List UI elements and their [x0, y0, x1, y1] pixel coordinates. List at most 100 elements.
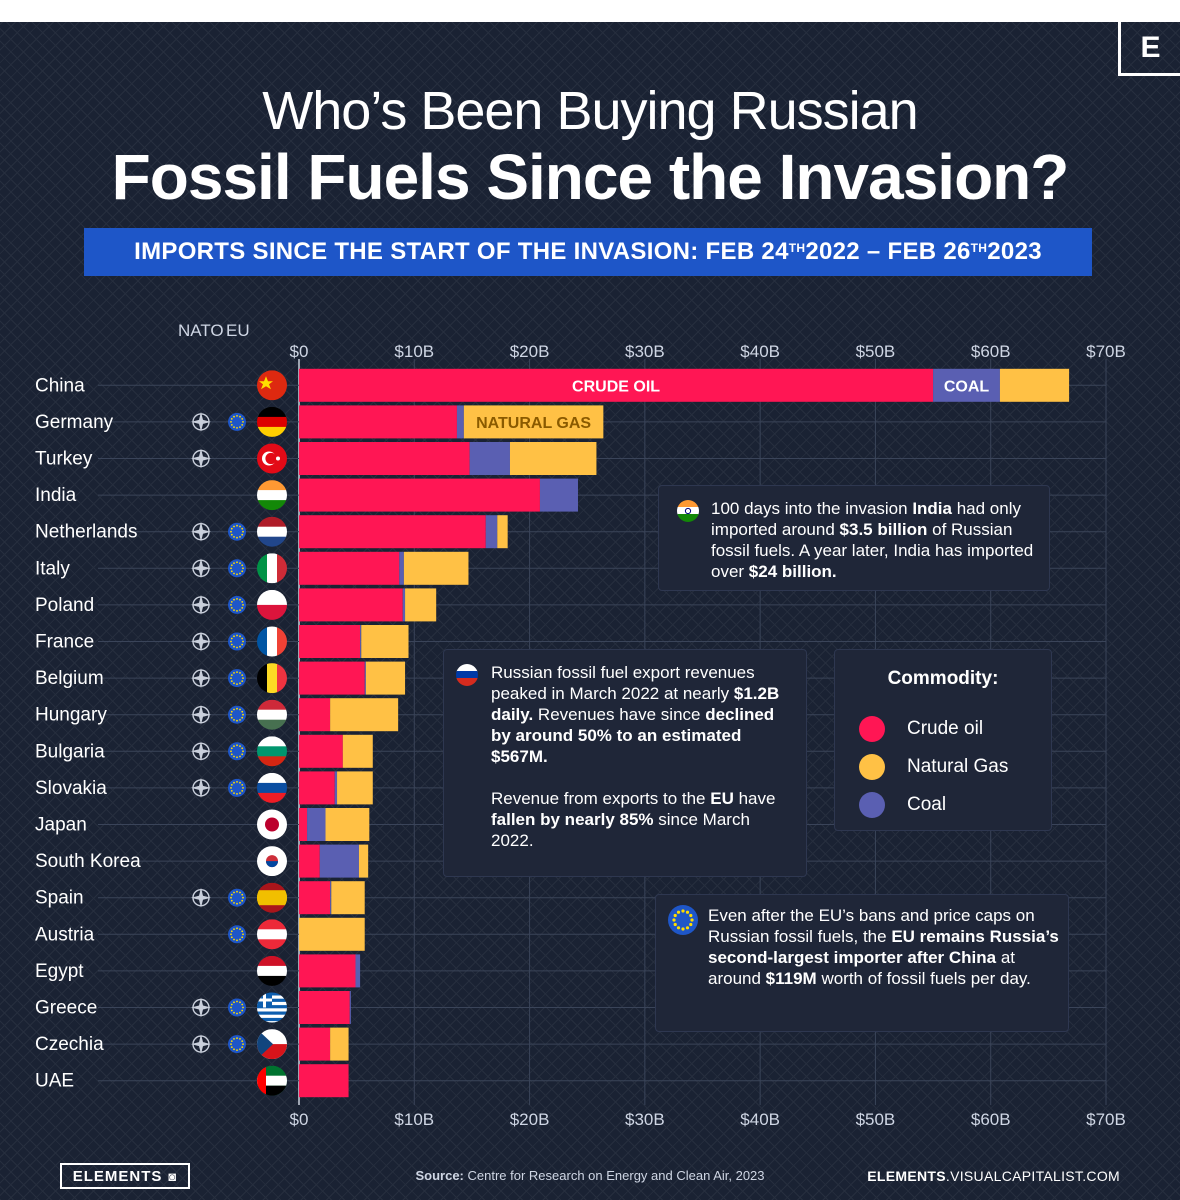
nato-icon [191, 448, 211, 469]
russia-flag-icon [456, 664, 478, 686]
category-label: Belgium [35, 668, 104, 689]
subtitle-text: IMPORTS SINCE THE START OF THE INVASION:… [134, 238, 789, 265]
bar-coal [539, 478, 578, 512]
flag-icon [257, 992, 287, 1023]
nato-icon [191, 631, 211, 652]
bar-crude-oil [299, 588, 403, 622]
bar-natural-gas [358, 844, 369, 878]
x-tick-label-bottom: $40B [740, 1110, 780, 1129]
russia-note-text-2: Revenue from exports to the EU have fall… [491, 789, 776, 850]
elements-logo: E [1118, 22, 1180, 76]
bar-coal [402, 588, 406, 622]
eu-star [673, 913, 677, 918]
x-tick-label-top: $30B [625, 342, 665, 361]
eu-star [689, 922, 693, 927]
bar-crude-oil [299, 1027, 331, 1061]
flag-icon [257, 553, 287, 584]
eu-star [676, 910, 681, 914]
flag-icon [257, 480, 287, 511]
bar-crude-oil [299, 808, 308, 841]
category-label: Italy [35, 558, 70, 579]
flag-icon [257, 809, 287, 840]
subtitle-text: 2023 [987, 238, 1042, 265]
coal-label: COAL [944, 378, 990, 395]
subtitle-band: IMPORTS SINCE THE START OF THE INVASION:… [84, 228, 1092, 276]
eu-star [672, 918, 676, 922]
x-tick-label-top: $40B [740, 342, 780, 361]
site-url: ELEMENTS.VISUALCAPITALIST.COM [867, 1168, 1120, 1184]
bar-natural-gas [365, 661, 406, 695]
bar-chart: $0 $0 $10B $10B $20B $20B $30B $30B $40B $40B $50B… [35, 342, 1126, 1129]
bar-crude-oil [299, 844, 320, 878]
elements-footer-logo: ELEMENTS ◙ [60, 1163, 190, 1189]
bar-crude-oil [299, 478, 540, 512]
category-label: India [35, 485, 77, 506]
flag-icon [257, 663, 287, 694]
infographic: E Who’s Been Buying Russian Fossil Fuels… [0, 22, 1180, 1200]
flag-icon [257, 370, 287, 401]
bar-natural-gas [337, 771, 373, 805]
nato-column-header: NATO [178, 321, 224, 340]
eu-icon [228, 1035, 246, 1054]
bar-crude-oil [299, 734, 343, 768]
bar-natural-gas [497, 515, 508, 549]
nato-icon [191, 741, 211, 762]
bar-crude-oil [299, 1064, 349, 1098]
bar-coal [456, 405, 464, 439]
bar-natural-gas [509, 442, 597, 475]
x-tick-label-top: $60B [971, 342, 1011, 361]
flag-icon [257, 955, 287, 986]
eu-star [689, 913, 693, 918]
legend: Commodity: Crude oil Natural Gas Coal [834, 649, 1052, 831]
flag-icon [257, 882, 287, 913]
bar-coal [330, 881, 332, 915]
bar-natural-gas [405, 588, 437, 622]
coal-swatch [859, 792, 885, 818]
eu-column-header: EU [226, 321, 250, 340]
category-label: Egypt [35, 961, 84, 982]
bar-natural-gas [342, 734, 373, 768]
eu-icon [228, 778, 246, 797]
flag-icon [257, 516, 287, 547]
flag-icon [257, 406, 287, 437]
category-label: Spain [35, 888, 84, 909]
bar-crude-oil [299, 368, 934, 402]
nato-icon [191, 777, 211, 798]
bar-natural-gas [330, 698, 399, 732]
title-line-2: Fossil Fuels Since the Invasion? [111, 141, 1070, 213]
eu-star [676, 926, 681, 930]
x-tick-label-top: $70B [1086, 342, 1126, 361]
x-tick-label-bottom: $0 [290, 1110, 309, 1129]
category-label: Bulgaria [35, 741, 105, 762]
eu-icon [228, 669, 246, 688]
bar-natural-gas [403, 551, 469, 585]
x-tick-label-top: $20B [510, 342, 550, 361]
category-label: France [35, 632, 94, 653]
eu-icon [228, 705, 246, 724]
nato-icon [191, 411, 211, 432]
eu-icon [228, 632, 246, 651]
bar-crude-oil [299, 515, 486, 549]
crude-oil-label: CRUDE OIL [572, 378, 660, 395]
category-label: Czechia [35, 1034, 104, 1055]
category-label: Hungary [35, 705, 107, 726]
title-line-1: Who’s Been Buying Russian [262, 81, 918, 141]
eu-note: Even after the EU’s bans and price caps … [655, 894, 1069, 1032]
india-note-text: 100 days into the invasion India had onl… [711, 499, 1034, 581]
x-tick-label-bottom: $60B [971, 1110, 1011, 1129]
subtitle-sup: TH [970, 241, 988, 255]
bar-coal [334, 771, 338, 805]
natural-gas-swatch [859, 754, 885, 780]
legend-item-coal: Coal [859, 792, 946, 818]
eu-icon [228, 742, 246, 761]
x-tick-label-bottom: $10B [394, 1110, 434, 1129]
eu-flag-icon [668, 905, 698, 935]
eu-star [685, 910, 690, 914]
bar-crude-oil [299, 881, 331, 915]
india-flag-icon [677, 500, 699, 522]
x-tick-label-bottom: $70B [1086, 1110, 1126, 1129]
russia-note: Russian fossil fuel export revenues peak… [443, 649, 807, 877]
bar-crude-oil [299, 698, 331, 732]
bar-natural-gas [330, 1027, 349, 1061]
russia-note-text: Russian fossil fuel export revenues peak… [491, 663, 780, 766]
